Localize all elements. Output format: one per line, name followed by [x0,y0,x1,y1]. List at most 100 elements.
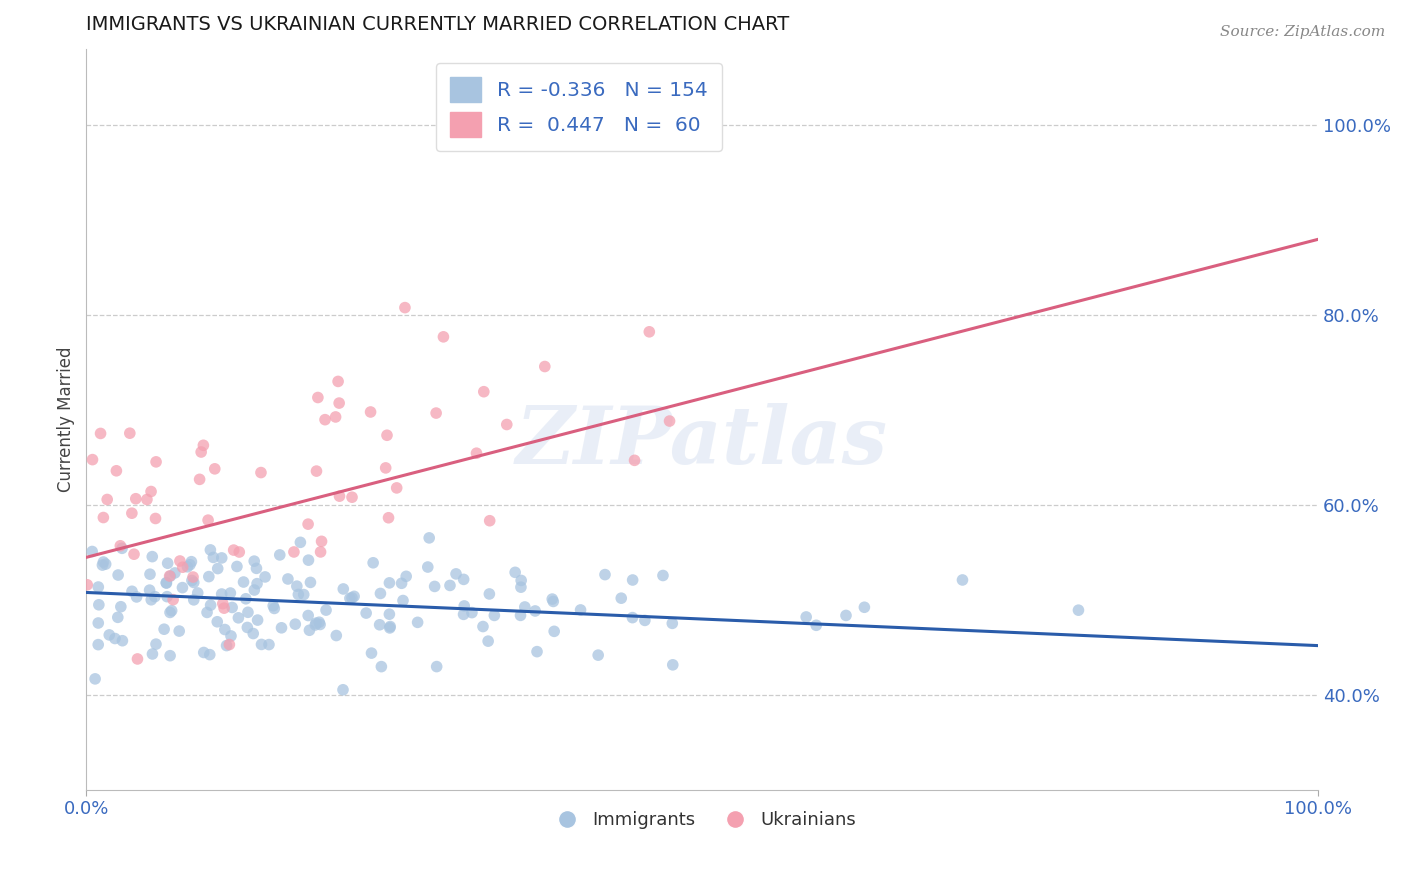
Point [343,590,366,604]
Point [243,554,266,568]
Point [311,534,333,549]
Point [315,603,337,617]
Point [156,590,179,604]
Point [104,632,127,646]
Point [472,619,495,633]
Point [638,325,661,339]
Point [141,592,163,607]
Point [167,624,190,638]
Point [307,391,329,405]
Point [378,575,401,590]
Text: ZIPatlas: ZIPatlas [516,403,889,481]
Point [326,375,349,389]
Point [181,570,204,584]
Point [478,587,501,601]
Point [121,506,143,520]
Point [76,578,98,592]
Point [325,409,347,424]
Point [952,573,974,587]
Point [222,543,245,558]
Point [406,615,429,630]
Point [543,624,565,639]
Point [236,605,259,619]
Point [283,545,305,559]
Point [84,672,107,686]
Point [172,581,194,595]
Point [145,455,167,469]
Point [472,384,495,399]
Point [127,652,149,666]
Point [332,682,354,697]
Point [215,639,238,653]
Point [162,592,184,607]
Point [111,541,134,556]
Point [226,559,249,574]
Y-axis label: Currently Married: Currently Married [58,347,75,492]
Point [510,574,533,588]
Point [662,657,685,672]
Point [98,628,121,642]
Point [533,359,555,374]
Point [586,648,609,662]
Point [159,569,181,583]
Point [425,406,447,420]
Point [263,601,285,615]
Point [212,601,235,615]
Point [510,580,533,594]
Point [361,556,384,570]
Point [211,550,233,565]
Point [391,576,413,591]
Point [392,593,415,607]
Point [211,587,233,601]
Point [90,426,112,441]
Point [200,542,222,557]
Point [202,550,225,565]
Point [299,575,322,590]
Point [292,588,315,602]
Point [183,575,205,590]
Point [284,617,307,632]
Point [93,510,115,524]
Point [122,547,145,561]
Point [304,618,326,632]
Point [513,599,536,614]
Point [461,606,484,620]
Point [658,414,681,428]
Point [87,638,110,652]
Point [418,531,440,545]
Point [308,615,330,630]
Point [91,558,114,573]
Point [385,481,408,495]
Point [183,592,205,607]
Point [360,646,382,660]
Point [110,539,132,553]
Point [246,613,269,627]
Point [378,607,401,622]
Point [214,623,236,637]
Point [145,511,167,525]
Point [526,645,548,659]
Point [394,301,416,315]
Point [375,428,398,442]
Point [193,438,215,452]
Point [235,591,257,606]
Point [610,591,633,606]
Point [593,567,616,582]
Point [432,330,454,344]
Point [354,606,377,620]
Point [853,600,876,615]
Point [314,412,336,426]
Point [254,570,277,584]
Point [416,560,439,574]
Point [159,569,181,583]
Point [82,452,104,467]
Text: IMMIGRANTS VS UKRAINIAN CURRENTLY MARRIED CORRELATION CHART: IMMIGRANTS VS UKRAINIAN CURRENTLY MARRIE… [86,15,790,34]
Point [180,555,202,569]
Point [794,610,817,624]
Point [495,417,517,432]
Point [107,610,129,624]
Point [145,637,167,651]
Point [340,591,363,605]
Point [380,619,402,633]
Point [163,566,186,580]
